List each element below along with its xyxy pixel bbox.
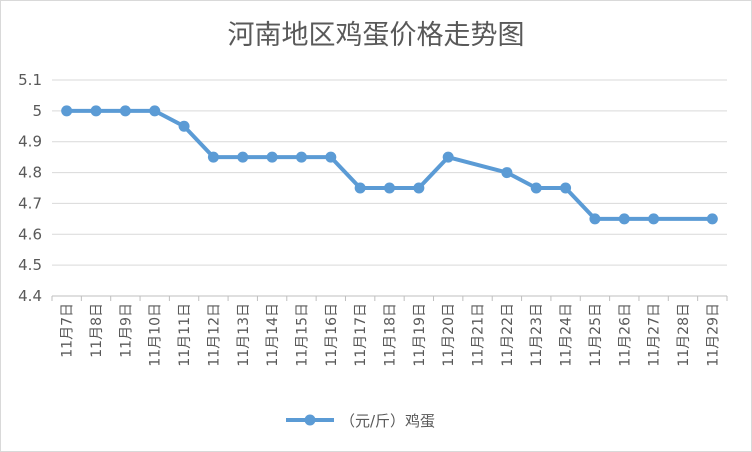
grid bbox=[52, 79, 727, 297]
x-tick-label: 11月22日 bbox=[500, 303, 516, 367]
x-axis: 11月7日 11月8日 11月9日 11月10日 11月11日 11月12日 11月13日 1… bbox=[51, 296, 728, 367]
x-tick-label: 11月11日 bbox=[177, 303, 193, 367]
x-tick-label: 11月7日 bbox=[60, 303, 76, 358]
y-tick-label: 4.7 bbox=[18, 194, 42, 212]
data-point bbox=[295, 151, 307, 163]
x-tick-label: 11月18日 bbox=[383, 303, 399, 367]
x-tick-label: 11月8日 bbox=[89, 303, 105, 358]
x-tick-label: 11月29日 bbox=[705, 303, 721, 367]
data-point bbox=[384, 182, 395, 194]
legend-label: （元/斤）鸡蛋 bbox=[340, 412, 435, 430]
x-tick-label: 11月19日 bbox=[412, 303, 428, 367]
data-point bbox=[149, 105, 161, 117]
data-point bbox=[237, 151, 249, 163]
x-tick-label: 11月9日 bbox=[118, 303, 134, 358]
y-tick-label: 5 bbox=[32, 102, 42, 120]
y-tick-label: 4.9 bbox=[18, 133, 42, 151]
data-point bbox=[178, 120, 190, 132]
data-point bbox=[413, 182, 425, 194]
x-tick-label: 11月27日 bbox=[647, 303, 663, 367]
series-layer bbox=[61, 105, 718, 225]
data-point bbox=[501, 167, 513, 179]
data-point bbox=[706, 213, 718, 225]
data-point bbox=[648, 213, 660, 225]
data-point bbox=[61, 105, 73, 117]
x-tick-label: 11月16日 bbox=[324, 303, 340, 367]
y-tick-label: 4.6 bbox=[18, 225, 42, 243]
x-tick-label: 11月17日 bbox=[353, 303, 369, 367]
legend: （元/斤）鸡蛋 bbox=[286, 412, 435, 430]
data-point bbox=[354, 182, 366, 194]
data-point bbox=[560, 182, 572, 194]
x-tick-label: 11月25日 bbox=[588, 303, 604, 367]
chart-title: 河南地区鸡蛋价格走势图 bbox=[228, 20, 525, 51]
data-point bbox=[90, 105, 102, 117]
x-tick-label: 11月12日 bbox=[206, 303, 222, 367]
series-line bbox=[66, 108, 713, 221]
data-point bbox=[530, 182, 542, 194]
x-tick-label: 11月26日 bbox=[617, 303, 633, 367]
y-tick-label: 4.4 bbox=[18, 287, 42, 305]
y-tick-label: 4.8 bbox=[18, 164, 42, 182]
x-tick-label: 11月24日 bbox=[559, 303, 575, 367]
y-tick-label: 5.1 bbox=[18, 71, 42, 89]
data-point bbox=[618, 213, 630, 225]
data-point bbox=[589, 213, 601, 225]
x-tick-label: 11月15日 bbox=[294, 303, 310, 367]
x-tick-label: 11月21日 bbox=[471, 303, 487, 367]
data-point bbox=[442, 151, 454, 163]
y-axis: 4.4 4.5 4.6 4.7 4.8 4.9 5 5.1 bbox=[18, 71, 42, 305]
data-point bbox=[266, 151, 278, 163]
x-tick-label: 11月20日 bbox=[441, 303, 457, 367]
x-tick-label: 11月23日 bbox=[529, 303, 545, 367]
data-point bbox=[325, 151, 337, 163]
x-tick-label: 11月13日 bbox=[236, 303, 252, 367]
x-tick-label: 11月14日 bbox=[265, 303, 281, 367]
x-tick-label: 11月10日 bbox=[148, 303, 164, 367]
x-tick-label: 11月28日 bbox=[676, 303, 692, 367]
y-tick-label: 4.5 bbox=[18, 256, 42, 274]
data-point bbox=[207, 151, 219, 163]
data-point bbox=[119, 105, 131, 117]
legend-marker bbox=[304, 414, 316, 426]
